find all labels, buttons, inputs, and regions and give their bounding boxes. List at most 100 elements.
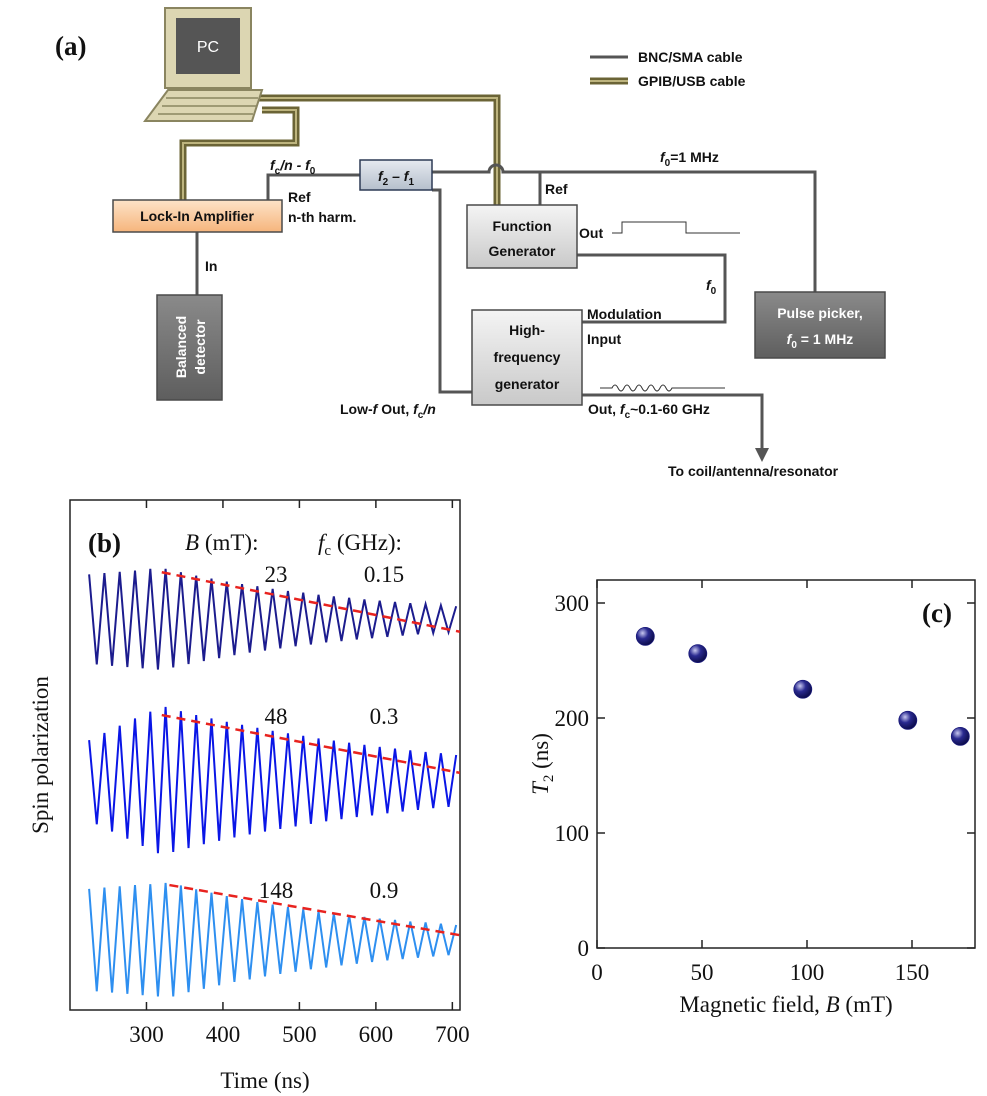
column-header: B (mT): [185, 530, 258, 555]
mixer-box [359, 159, 433, 191]
field-label: 23 [265, 562, 288, 587]
pulse-waveform [612, 221, 740, 234]
y-tick-label: 100 [555, 821, 590, 846]
text-sub: c [625, 410, 631, 421]
gpib-cable [255, 97, 498, 205]
cable [582, 393, 764, 450]
plot-frame [596, 579, 976, 949]
text-part: ~0.1-60 GHz [630, 401, 710, 417]
label: Out [579, 225, 603, 241]
text-part: f [706, 277, 712, 293]
label: fc/n - f0 [270, 157, 316, 177]
cable [266, 173, 360, 200]
text-part: – f [388, 168, 410, 184]
panel-label: (a) [55, 31, 86, 61]
label: Ref [288, 189, 311, 205]
text-sub: 2 [383, 177, 389, 188]
text-sub: 1 [408, 177, 414, 188]
text-part: B [826, 992, 840, 1017]
x-tick-label: 150 [895, 960, 930, 985]
traces [88, 568, 460, 997]
x-tick-label: 50 [691, 960, 714, 985]
frequency-label: 0.3 [370, 704, 399, 729]
y-tick-label: 200 [555, 706, 590, 731]
fit-line [161, 713, 460, 775]
text-part: Low- [340, 401, 373, 417]
x-tick-label: 300 [129, 1022, 164, 1047]
panel-label: (b) [88, 528, 121, 558]
function-generator-box [466, 204, 578, 269]
plot-frame [69, 499, 461, 1011]
field-label: 48 [265, 704, 288, 729]
gpib-cable [182, 109, 297, 200]
point [898, 710, 918, 730]
y-axis-label: T2 (ns) [528, 733, 557, 795]
x-tick-label: 500 [282, 1022, 317, 1047]
fit-line [161, 571, 460, 633]
text-part: f [270, 157, 276, 173]
text-sub: 0 [791, 340, 797, 351]
text-part: Out, [588, 401, 620, 417]
point [793, 679, 813, 699]
fit-line [169, 883, 460, 937]
y-axis-label: Spin polarization [28, 676, 53, 834]
column-header: fc (GHz): [318, 530, 402, 559]
label: f0 [706, 277, 717, 297]
text-part: Magnetic field, [679, 992, 825, 1017]
label: f0=1 MHz [660, 149, 719, 169]
x-tick-label: 700 [435, 1022, 470, 1047]
hf-generator-box [471, 309, 583, 406]
text-part: = 1 MHz [797, 331, 853, 347]
text-part: (ns) [528, 733, 553, 775]
text-part: f [373, 401, 379, 417]
hf-generator-label: frequency [494, 349, 561, 365]
text-sub: 0 [310, 166, 316, 177]
text-part: (mT): [199, 530, 258, 555]
point [950, 727, 970, 746]
text-part: f [413, 401, 419, 417]
frequency-label: 0.15 [364, 562, 404, 587]
detector-label: Balanced [173, 316, 189, 378]
cable [432, 163, 817, 292]
cable [432, 188, 472, 394]
text-part: (mT) [840, 992, 893, 1017]
cable [577, 253, 727, 324]
detector-box [156, 294, 223, 401]
pc-label: PC [197, 39, 219, 56]
label: n-th harm. [288, 209, 356, 225]
text-part: Out, [377, 401, 413, 417]
text-sub: 0 [665, 158, 671, 169]
text-part: f [318, 530, 328, 555]
text-sub: c [418, 410, 424, 421]
point [688, 644, 708, 663]
hf-generator-label: generator [495, 376, 560, 392]
lock-in-label: Lock-In Amplifier [140, 208, 254, 224]
text-sub: c [275, 166, 281, 177]
point [635, 626, 655, 646]
mixer-label: f2 – f1 [378, 168, 414, 188]
text-part: f [378, 168, 384, 184]
x-tick-label: 0 [591, 960, 603, 985]
rf-waveform [600, 384, 725, 392]
label: Ref [545, 181, 568, 197]
text-part: =1 MHz [670, 149, 719, 165]
arrow-head [755, 448, 769, 462]
trace [88, 568, 458, 670]
detector-label: detector [192, 319, 208, 375]
label: Modulation [587, 306, 662, 322]
text-sub: 0 [711, 286, 717, 297]
pulse-picker-label: f0 = 1 MHz [787, 331, 854, 351]
hf-generator-label: High- [509, 322, 545, 338]
legend-label: GPIB/USB cable [638, 73, 746, 89]
text-part: /n - f [279, 157, 311, 173]
field-label: 148 [259, 878, 294, 903]
text-part: (GHz): [331, 530, 402, 555]
text-sub: c [324, 543, 331, 559]
text-part: T [528, 780, 553, 795]
pulse-picker-box [754, 291, 886, 359]
y-tick-label: 0 [578, 936, 590, 961]
text-part: f [660, 149, 666, 165]
x-tick-label: 600 [359, 1022, 394, 1047]
x-axis-label: Time (ns) [220, 1068, 309, 1093]
